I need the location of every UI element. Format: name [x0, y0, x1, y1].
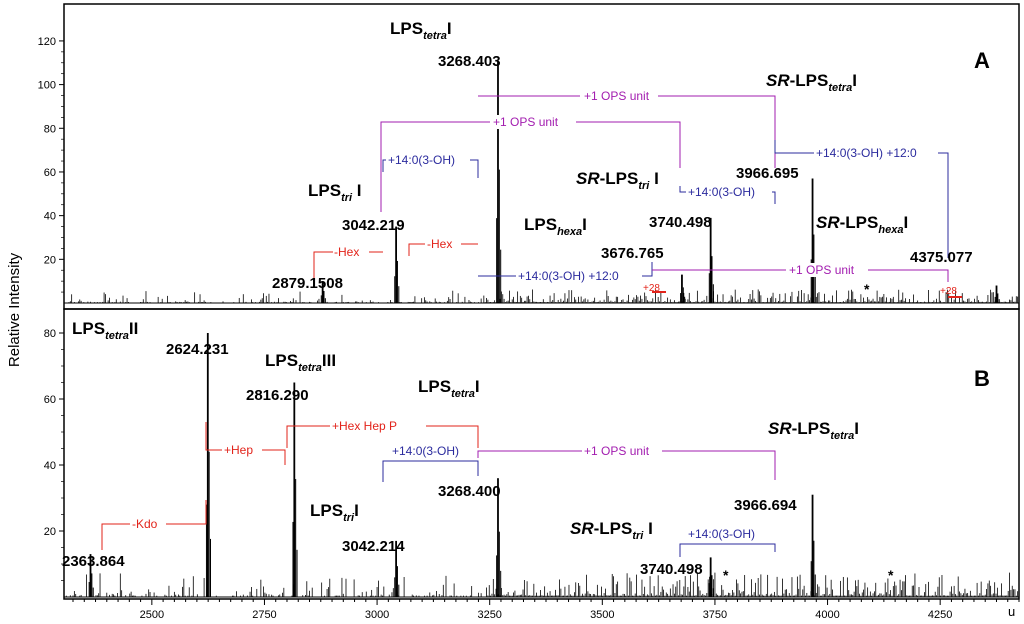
x-tick-label: 3250 — [477, 609, 501, 621]
y-tick-label: 20 — [44, 526, 56, 538]
peak-label-a-3740: 3740.498 — [649, 214, 712, 231]
x-tick-label: 4000 — [815, 609, 839, 621]
plus28-label-1: +28 — [643, 283, 660, 294]
ops-label-a3: +1 OPS unit — [789, 263, 855, 277]
x-tick-label: 4250 — [928, 609, 952, 621]
species-b-lpstetra-i: LPStetraI — [418, 377, 480, 400]
species-b-lpstetra-iii: LPStetraIII — [265, 351, 336, 374]
peak-label-b-2363: 2363.864 — [62, 553, 125, 570]
fa-label-a2: +14:0(3-OH) — [688, 185, 755, 199]
y-tick-label: 80 — [44, 123, 56, 135]
species-a-lpstri-i: LPStri I — [308, 181, 362, 204]
panel-letter-a: A — [974, 48, 990, 73]
species-a-lpshexa-i: LPShexaI — [524, 215, 587, 238]
ops-label-a2: +1 OPS unit — [493, 115, 559, 129]
asterisk-b1: * — [723, 567, 729, 583]
fa-bracket-b1 — [382, 460, 479, 482]
peak-label-a-3966: 3966.695 — [736, 165, 799, 182]
kdo-label: -Kdo — [132, 517, 158, 531]
fa-label-b2: +14:0(3-OH) — [688, 527, 755, 541]
peak-label-a-3268: 3268.403 — [438, 53, 501, 70]
asterisk-b2: * — [888, 567, 894, 583]
species-b-lpstetra-ii: LPStetraII — [72, 319, 138, 342]
y-tick-label: 80 — [44, 328, 56, 340]
peak-label-b-2624: 2624.231 — [166, 341, 229, 358]
fa12-label-a2: +14:0(3-OH) +12:0 — [518, 269, 619, 283]
y-tick-label: 40 — [44, 460, 56, 472]
y-axis-label: Relative Intensity — [6, 252, 23, 367]
fa-bracket-b2 — [679, 543, 776, 557]
fa-label-b1: +14:0(3-OH) — [392, 444, 459, 458]
fa12-label-a1: +14:0(3-OH) +12:0 — [816, 146, 917, 160]
hexhep-label: +Hex Hep P — [332, 419, 397, 433]
species-b-lpstri-i: LPStriI — [310, 501, 359, 524]
x-tick-label: 2500 — [140, 609, 164, 621]
peak-label-a-4375: 4375.077 — [910, 249, 973, 266]
panel-letter-b: B — [974, 366, 990, 391]
y-tick-label: 120 — [38, 36, 56, 48]
y-tick-label: 60 — [44, 167, 56, 179]
species-a-srlpshexa-i: SR-LPShexaI — [816, 213, 908, 236]
species-a-srlpstri-i: SR-LPStri I — [576, 169, 659, 192]
y-tick-label: 100 — [38, 80, 56, 92]
fa-label-a1: +14:0(3-OH) — [388, 153, 455, 167]
peak-label-b-3268: 3268.400 — [438, 483, 501, 500]
x-tick-label: 3000 — [365, 609, 389, 621]
peak-label-b-3042: 3042.214 — [342, 538, 405, 555]
ops-label-a1: +1 OPS unit — [584, 89, 650, 103]
species-a-srlpstetra-i: SR-LPStetraI — [766, 71, 857, 94]
y-tick-label: 40 — [44, 211, 56, 223]
plus28-label-2: +28 — [940, 286, 957, 297]
axes: 20 40 60 80 100 120 20 40 60 80 2500 2750 3000 3250 35… — [38, 36, 1020, 621]
peak-label-a-3676: 3676.765 — [601, 245, 664, 262]
x-tick-label: 3500 — [590, 609, 614, 621]
species-b-srlpstri-i: SR-LPStri I — [570, 519, 653, 542]
hex-label-2: -Hex — [427, 237, 452, 251]
panel-b-frame — [63, 308, 1020, 600]
peak-label-b-3740: 3740.498 — [640, 561, 703, 578]
asterisk-a: * — [864, 281, 870, 297]
x-tick-label: 3750 — [703, 609, 727, 621]
peak-label-b-3966: 3966.694 — [734, 497, 797, 514]
peak-label-b-2816: 2816.290 — [246, 387, 309, 404]
x-tick-label: 2750 — [252, 609, 276, 621]
species-b-srlpstetra-i: SR-LPStetraI — [768, 419, 859, 442]
ops-bracket-a1 — [478, 95, 776, 168]
species-a-lpstetra-i: LPStetraI — [390, 19, 452, 42]
peak-label-a-2879: 2879.1508 — [272, 275, 343, 292]
hex-label-1: -Hex — [334, 245, 359, 259]
spectra — [64, 60, 1019, 598]
y-tick-label: 20 — [44, 254, 56, 266]
peak-label-a-3042: 3042.219 — [342, 217, 405, 234]
ops-bracket-a3 — [652, 269, 949, 282]
y-tick-label: 60 — [44, 394, 56, 406]
hep-label: +Hep — [224, 443, 253, 457]
ops-label-b1: +1 OPS unit — [584, 444, 650, 458]
x-axis-unit: u — [1008, 604, 1015, 619]
